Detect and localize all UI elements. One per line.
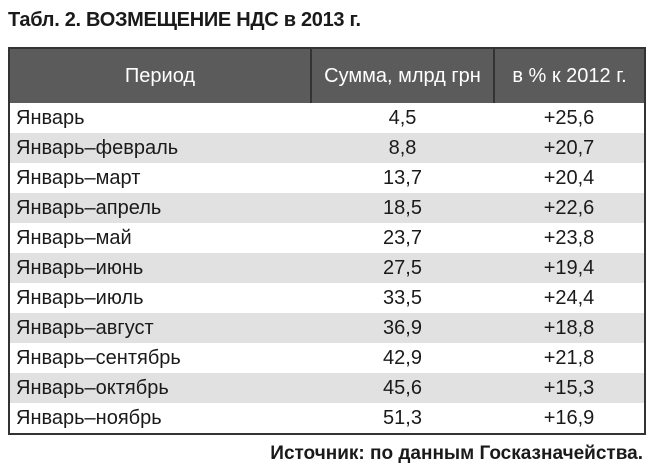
cell-percent: +15,3: [494, 373, 645, 403]
cell-period: Январь–октябрь: [9, 373, 311, 403]
cell-amount: 42,9: [383, 346, 422, 369]
table-body: Январь 4,5 +25,6 Январь–февраль 8,8 +20,7 Янва…: [9, 103, 645, 434]
cell-percent: +16,9: [543, 406, 595, 429]
cell-percent: +20,7: [494, 133, 645, 163]
cell-period: Январь–август: [9, 313, 311, 343]
cell-period: Январь–февраль: [9, 133, 311, 163]
source-note: Источник: по данным Госказначейства.: [270, 443, 643, 464]
header-percent: в % к 2012 г.: [493, 48, 645, 103]
table-row: Январь–ноябрь 51,3 +16,9: [9, 403, 645, 434]
cell-amount: 18,5: [311, 193, 494, 223]
cell-period: Январь–май: [16, 226, 132, 249]
header-period: Период: [9, 48, 311, 103]
cell-amount: 13,7: [383, 166, 422, 189]
table-row: Январь–сентябрь 42,9 +21,8: [9, 343, 645, 373]
table-row: Январь–август 36,9 +18,8: [9, 313, 645, 343]
table-row: Январь–октябрь 45,6 +15,3: [9, 373, 645, 403]
cell-period: Январь–июль: [16, 286, 144, 309]
cell-percent: +18,8: [494, 313, 645, 343]
cell-amount: 8,8: [311, 133, 494, 163]
cell-amount: 4,5: [388, 106, 417, 129]
cell-amount: 45,6: [311, 373, 494, 403]
table-row: Январь–май 23,7 +23,8: [9, 223, 645, 253]
table-row: Январь–апрель 18,5 +22,6: [9, 193, 645, 223]
cell-period: Январь: [16, 106, 85, 129]
cell-percent: +25,6: [543, 106, 595, 129]
header-amount: Сумма, млрд грн: [310, 48, 494, 103]
vat-refund-table: Период Сумма, млрд грн в % к 2012 г. Янв…: [8, 47, 646, 435]
table-row: Январь–март 13,7 +20,4: [9, 163, 645, 193]
table-row: Январь–февраль 8,8 +20,7: [9, 133, 645, 163]
cell-period: Январь–апрель: [9, 193, 311, 223]
cell-period: Январь–ноябрь: [16, 406, 162, 429]
cell-amount: 33,5: [383, 286, 422, 309]
table-title: Табл. 2. ВОЗМЕЩЕНИЕ НДС в 2013 г.: [8, 9, 361, 31]
cell-period: Январь–июнь: [9, 253, 311, 283]
cell-percent: +23,8: [543, 226, 595, 249]
cell-percent: +21,8: [543, 346, 595, 369]
cell-amount: 27,5: [311, 253, 494, 283]
table-row: Январь–июнь 27,5 +19,4: [9, 253, 645, 283]
cell-percent: +22,6: [494, 193, 645, 223]
cell-amount: 23,7: [383, 226, 422, 249]
cell-amount: 51,3: [383, 406, 422, 429]
table-row: Январь 4,5 +25,6: [9, 103, 645, 133]
cell-period: Январь–сентябрь: [16, 346, 181, 369]
cell-period: Январь–март: [16, 166, 141, 189]
table-row: Январь–июль 33,5 +24,4: [9, 283, 645, 313]
header-row: Период Сумма, млрд грн в % к 2012 г.: [9, 48, 645, 103]
cell-percent: +20,4: [543, 166, 595, 189]
cell-amount: 36,9: [311, 313, 494, 343]
cell-percent: +19,4: [494, 253, 645, 283]
cell-percent: +24,4: [543, 286, 595, 309]
